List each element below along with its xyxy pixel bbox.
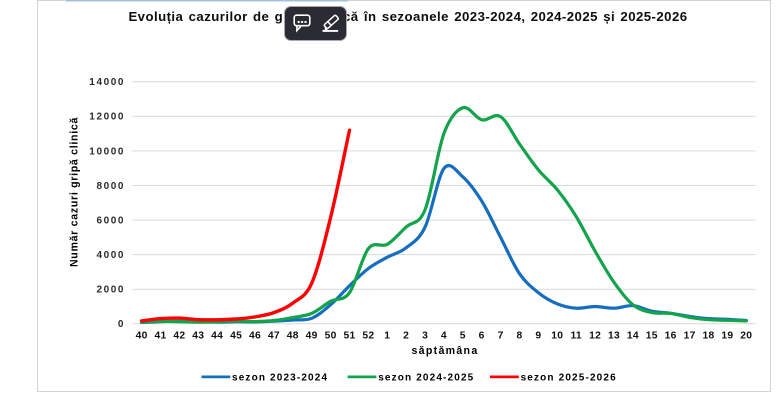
svg-text:4: 4	[441, 331, 447, 342]
svg-text:5: 5	[460, 331, 466, 342]
svg-text:17: 17	[684, 331, 696, 342]
svg-text:0: 0	[118, 319, 125, 330]
svg-text:3: 3	[422, 331, 428, 342]
svg-text:42: 42	[173, 331, 185, 342]
svg-text:sezon 2025-2026: sezon 2025-2026	[521, 372, 617, 383]
svg-text:4000: 4000	[96, 250, 125, 261]
svg-text:13: 13	[608, 331, 620, 342]
svg-text:8: 8	[516, 331, 522, 342]
svg-text:6000: 6000	[96, 216, 125, 227]
svg-text:sezon 2023-2024: sezon 2023-2024	[232, 372, 328, 383]
svg-text:10000: 10000	[89, 146, 125, 157]
svg-text:12: 12	[589, 331, 601, 342]
svg-text:8000: 8000	[96, 181, 125, 192]
svg-text:14000: 14000	[89, 77, 125, 88]
svg-text:52: 52	[362, 331, 374, 342]
svg-text:18: 18	[702, 331, 714, 342]
svg-text:47: 47	[268, 331, 280, 342]
svg-text:săptămâna: săptămâna	[411, 345, 478, 357]
svg-text:2: 2	[403, 331, 409, 342]
svg-text:sezon 2024-2025: sezon 2024-2025	[378, 372, 474, 383]
svg-text:41: 41	[154, 331, 166, 342]
svg-text:10: 10	[551, 331, 563, 342]
svg-text:9: 9	[535, 331, 541, 342]
svg-text:1: 1	[384, 331, 390, 342]
svg-text:49: 49	[306, 331, 318, 342]
svg-text:14: 14	[627, 331, 639, 342]
svg-text:45: 45	[230, 331, 242, 342]
svg-text:48: 48	[287, 331, 299, 342]
svg-text:15: 15	[646, 331, 658, 342]
svg-text:46: 46	[249, 331, 261, 342]
svg-text:51: 51	[343, 331, 355, 342]
svg-text:50: 50	[325, 331, 337, 342]
svg-text:Număr cazuri gripă clinică: Număr cazuri gripă clinică	[69, 117, 81, 267]
svg-text:44: 44	[211, 331, 223, 342]
svg-text:40: 40	[136, 331, 148, 342]
svg-text:43: 43	[192, 331, 204, 342]
svg-text:6: 6	[479, 331, 485, 342]
svg-text:11: 11	[570, 331, 582, 342]
svg-text:7: 7	[498, 331, 504, 342]
svg-text:19: 19	[721, 331, 733, 342]
svg-text:16: 16	[665, 331, 677, 342]
svg-text:12000: 12000	[89, 112, 125, 123]
svg-text:2000: 2000	[96, 285, 125, 296]
svg-text:20: 20	[740, 331, 752, 342]
